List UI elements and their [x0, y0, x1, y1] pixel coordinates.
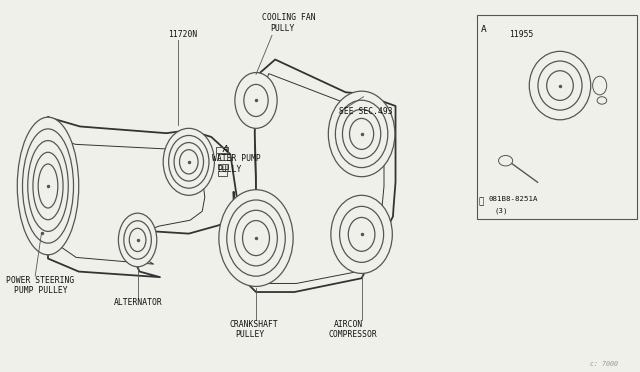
- Bar: [477, 15, 637, 219]
- Ellipse shape: [328, 91, 395, 177]
- Text: 081B8-8251A: 081B8-8251A: [488, 196, 538, 202]
- Bar: [216, 147, 228, 153]
- Text: c: 7000: c: 7000: [589, 361, 618, 367]
- Text: 11720N: 11720N: [168, 30, 198, 39]
- Bar: [218, 171, 227, 176]
- Ellipse shape: [163, 128, 214, 195]
- Text: Ⓑ: Ⓑ: [479, 197, 484, 206]
- Ellipse shape: [219, 190, 293, 286]
- Text: ALTERNATOR: ALTERNATOR: [114, 298, 163, 307]
- Text: WATER PUMP: WATER PUMP: [212, 154, 261, 163]
- Text: AIRCON: AIRCON: [334, 320, 364, 329]
- Text: PULLY: PULLY: [270, 25, 294, 33]
- Text: PULLEY: PULLEY: [236, 330, 265, 339]
- Text: COMPRESSOR: COMPRESSOR: [329, 330, 378, 339]
- Ellipse shape: [118, 213, 157, 267]
- Text: PUMP PULLEY: PUMP PULLEY: [14, 286, 68, 295]
- Bar: [218, 164, 228, 169]
- Text: 11955: 11955: [509, 30, 533, 39]
- Text: A: A: [223, 145, 228, 154]
- Text: A: A: [481, 25, 487, 34]
- Bar: [218, 154, 230, 160]
- Ellipse shape: [529, 51, 591, 120]
- Text: (3): (3): [495, 208, 508, 214]
- Ellipse shape: [331, 195, 392, 273]
- Text: PULLY: PULLY: [218, 165, 242, 174]
- Text: COOLING FAN: COOLING FAN: [262, 13, 316, 22]
- Text: SEE SEC.493: SEE SEC.493: [339, 107, 393, 116]
- Text: POWER STEERING: POWER STEERING: [6, 276, 75, 285]
- Ellipse shape: [235, 73, 277, 128]
- Text: CRANKSHAFT: CRANKSHAFT: [229, 320, 278, 329]
- Ellipse shape: [17, 117, 79, 255]
